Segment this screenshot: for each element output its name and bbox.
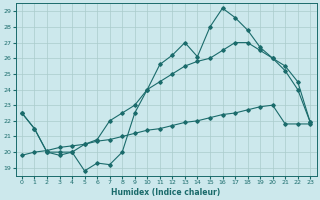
X-axis label: Humidex (Indice chaleur): Humidex (Indice chaleur) [111,188,221,197]
